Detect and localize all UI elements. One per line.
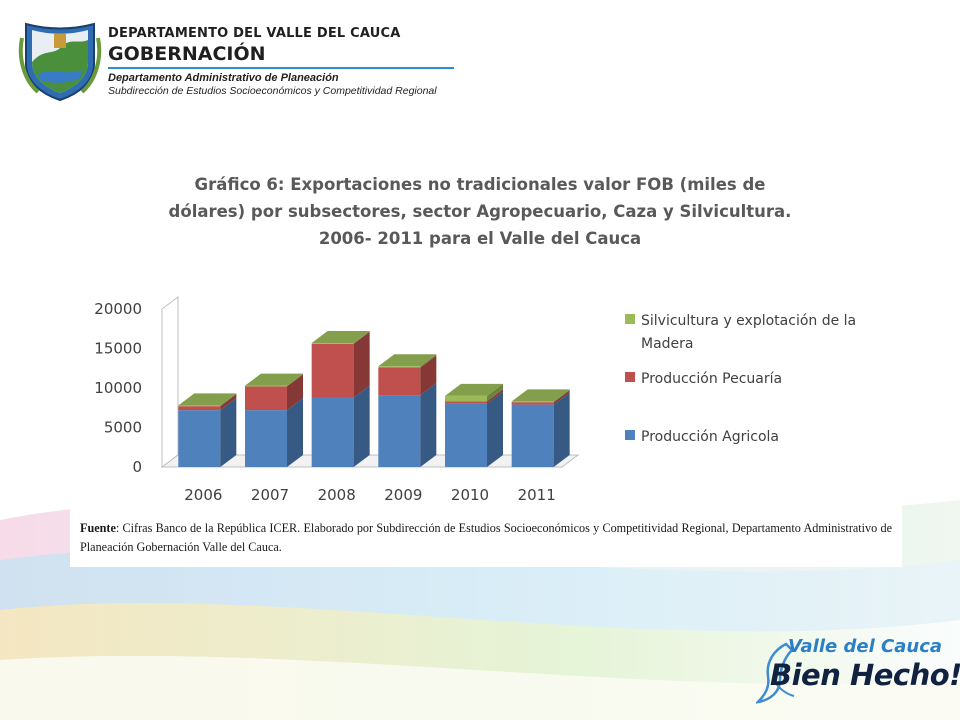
bar-side-2007-series-2 (287, 374, 303, 411)
y-tick-label: 0 (132, 458, 142, 476)
bar-top-2010 (445, 383, 503, 396)
bar-2007-series-3 (245, 385, 287, 387)
source-label: Fuente (80, 521, 116, 535)
bar-side-2011-series-1 (553, 392, 570, 467)
legend-swatch-2 (625, 372, 635, 382)
bar-2008-series-2 (311, 343, 354, 398)
x-tick-label-2011: 2011 (518, 486, 556, 504)
bar-side-2010-series-3 (487, 383, 503, 402)
bar-2011-series-1 (511, 404, 554, 467)
header-divider (108, 67, 454, 69)
header-dependency: Departamento Administrativo de Planeació… (108, 72, 339, 84)
x-tick-label-2010: 2010 (451, 486, 489, 504)
y-tick-label: 15000 (94, 340, 142, 358)
header: DEPARTAMENTO DEL VALLE DEL CAUCA GOBERNA… (18, 18, 468, 108)
chart-title-line-2: dólares) por subsectores, sector Agropec… (169, 202, 792, 221)
bar-2011-series-2 (511, 402, 554, 405)
bar-2008-series-1 (311, 397, 354, 467)
bar-side-2011-series-2 (553, 390, 570, 405)
bar-side-2009-series-3 (420, 354, 437, 368)
coat-of-arms-icon (18, 22, 102, 102)
y-tick-label: 5000 (104, 419, 142, 437)
bar-top-2011 (511, 389, 570, 402)
brand-logo: Valle del Cauca Bien Hecho! (756, 630, 960, 712)
header-subdirection: Subdirección de Estudios Socioeconómicos… (108, 85, 437, 97)
bar-2010-series-2 (445, 401, 487, 404)
bar-side-2006-series-3 (220, 393, 237, 407)
x-tick-label-2007: 2007 (251, 486, 289, 504)
bar-2006-series-3 (178, 405, 221, 407)
chart-source-note: Fuente: Cifras Banco de la República ICE… (80, 519, 892, 557)
chart: Gráfico 6: Exportaciones no tradicionale… (94, 175, 856, 504)
legend-swatch-3 (625, 314, 635, 324)
chart-side-wall (161, 296, 179, 468)
chart-title-line-3: 2006- 2011 para el Valle del Cauca (319, 229, 641, 248)
x-tick-label-2006: 2006 (184, 486, 222, 504)
bar-side-2010-series-1 (487, 391, 503, 467)
header-department: DEPARTAMENTO DEL VALLE DEL CAUCA (108, 26, 401, 41)
bar-side-2006-series-1 (220, 398, 237, 467)
bar-side-2009-series-2 (420, 355, 437, 396)
bar-side-2011-series-3 (553, 389, 570, 403)
y-tick-label: 10000 (94, 379, 142, 397)
chart-title-line-1: Gráfico 6: Exportaciones no tradicionale… (195, 175, 766, 194)
bar-2009-series-3 (378, 366, 421, 368)
bar-side-2007-series-1 (287, 398, 303, 467)
bar-2006-series-2 (178, 406, 221, 411)
legend-label-3: Madera (641, 336, 694, 352)
legend-label-1: Producción Agricola (641, 429, 779, 445)
bar-top-2006 (178, 393, 237, 406)
bar-side-2008-series-1 (353, 385, 370, 467)
x-tick-label-2009: 2009 (384, 486, 422, 504)
bar-side-2010-series-2 (487, 389, 503, 404)
bar-top-2009 (378, 354, 437, 367)
bar-2011-series-3 (511, 401, 554, 403)
bar-side-2008-series-2 (353, 331, 370, 398)
source-text: : Cifras Banco de la República ICER. Ela… (80, 521, 892, 554)
bar-2008-series-3 (311, 342, 354, 344)
bar-2007-series-1 (245, 410, 287, 467)
x-tick-label-2008: 2008 (318, 486, 356, 504)
dove-icon (756, 642, 795, 704)
bar-2010-series-3 (445, 395, 487, 402)
chart-panel: Gráfico 6: Exportaciones no tradicionale… (70, 155, 902, 567)
header-gobernacion: GOBERNACIÓN (108, 43, 266, 65)
legend-label-2: Producción Pecuaría (641, 371, 782, 387)
bar-side-2007-series-3 (287, 373, 303, 387)
bar-side-2008-series-3 (353, 330, 370, 344)
bar-top-2008 (311, 330, 370, 343)
legend-swatch-1 (625, 430, 635, 440)
bar-2009-series-2 (378, 367, 421, 396)
brand-top-text: Valle del Cauca (788, 636, 943, 657)
bar-side-2009-series-1 (420, 383, 437, 467)
legend-label-3: Silvicultura y explotación de la (641, 313, 856, 329)
brand-bottom-text: Bien Hecho! (770, 658, 960, 692)
bar-2007-series-2 (245, 386, 287, 411)
bar-top-2007 (245, 373, 303, 386)
bar-2010-series-1 (445, 403, 487, 467)
y-tick-label: 20000 (94, 300, 142, 318)
bar-2006-series-1 (178, 410, 221, 467)
bar-2009-series-1 (378, 395, 421, 467)
bar-side-2006-series-2 (220, 394, 237, 411)
